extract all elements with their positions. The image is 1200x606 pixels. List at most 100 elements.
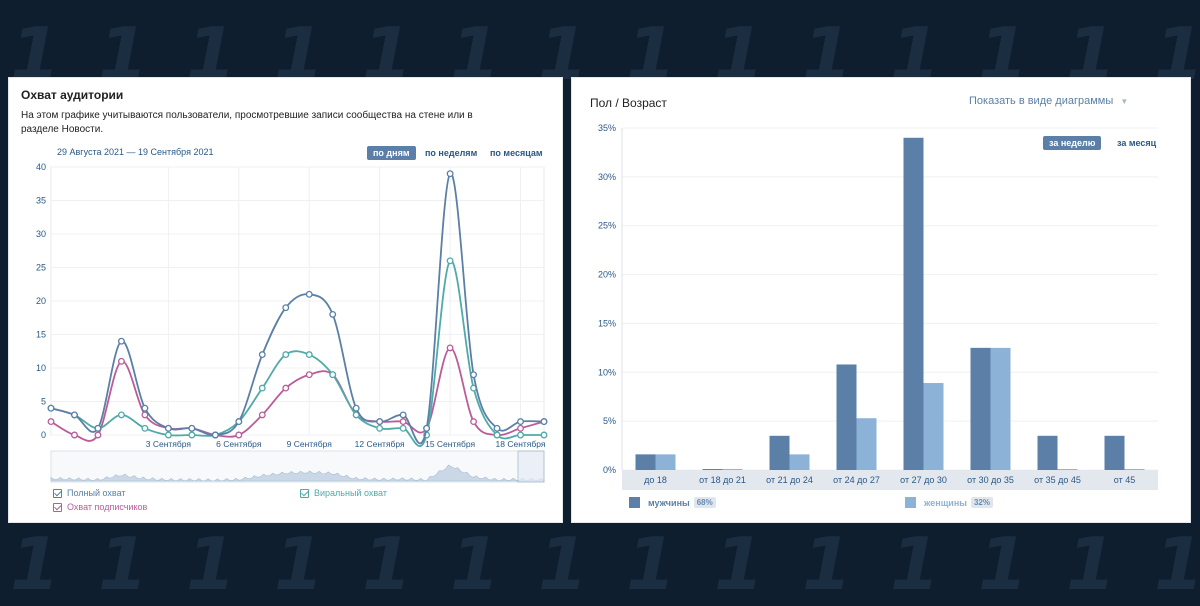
data-point: [117, 357, 125, 365]
bar: [635, 454, 656, 470]
data-point: [117, 337, 125, 345]
data-point: [517, 418, 524, 426]
x-tick-label: от 45: [1114, 475, 1135, 485]
background-mark: 1: [98, 522, 149, 606]
background-mark: 1: [978, 522, 1029, 606]
data-point: [117, 411, 125, 419]
data-point: [399, 424, 407, 432]
x-tick-label: от 18 до 21: [699, 475, 746, 485]
data-point: [258, 384, 266, 392]
gender-age-bar-chart: 0% 5% 10% 15% 20% 25% 30% 35% до 18 от 18 до 21 от…: [598, 123, 1158, 490]
data-point: [376, 424, 384, 432]
bar: [1057, 469, 1078, 470]
background-mark: 1: [714, 522, 765, 606]
data-point: [164, 431, 172, 439]
y-tick-label: 30%: [598, 172, 616, 182]
legend-full-reach[interactable]: Полный охват: [53, 488, 126, 498]
y-tick-label: 15%: [598, 318, 616, 328]
data-point: [305, 290, 313, 298]
data-point: [94, 431, 102, 439]
data-point: [188, 424, 196, 432]
tab-by-months[interactable]: по месяцам: [490, 148, 543, 158]
chevron-down-icon: ▼: [1120, 97, 1129, 106]
x-tick-label: 6 Сентября: [216, 439, 262, 449]
background-mark: 1: [186, 522, 237, 606]
x-tick-label: до 18: [644, 475, 667, 485]
legend-viral-reach[interactable]: Виральный охват: [300, 488, 387, 498]
navigator-area: [50, 464, 545, 482]
data-point: [470, 371, 478, 379]
background-mark: 1: [362, 522, 413, 606]
legend-label: женщины: [924, 497, 967, 508]
background-mark: 1: [626, 522, 677, 606]
legend-pct: 68%: [693, 497, 716, 508]
x-tick-label: 18 Сентября: [496, 439, 546, 449]
data-point: [329, 310, 337, 318]
y-tick-label: 25%: [598, 221, 616, 231]
data-point: [399, 411, 407, 419]
data-point: [493, 431, 501, 439]
data-point: [164, 424, 172, 432]
background-mark: 1: [890, 522, 941, 606]
legend-pct: 32%: [970, 497, 993, 508]
tab-month[interactable]: за месяц: [1117, 138, 1157, 148]
data-point: [305, 371, 313, 379]
bar: [903, 137, 924, 470]
y-tick-label: 0%: [603, 465, 616, 475]
bar: [856, 418, 877, 470]
bar: [702, 469, 723, 470]
data-point: [446, 170, 454, 178]
y-tick-label: 35: [36, 196, 46, 206]
tab-by-weeks[interactable]: по неделям: [425, 148, 478, 158]
view-toggle-dropdown[interactable]: Показать в виде диаграммы ▼: [969, 95, 1128, 107]
legend-women[interactable]: женщины 32%: [905, 497, 993, 508]
x-tick-label: от 35 до 45: [1034, 475, 1081, 485]
demographics-title: Пол / Возраст: [590, 96, 667, 110]
y-tick-label: 15: [36, 330, 46, 340]
data-point: [399, 418, 407, 426]
bar: [789, 454, 810, 470]
data-point: [305, 351, 313, 359]
checkbox-icon[interactable]: [53, 502, 62, 512]
legend-label: Охват подписчиков: [67, 502, 148, 512]
bar: [836, 364, 857, 470]
y-tick-label: 35%: [598, 123, 616, 133]
data-point: [235, 418, 243, 426]
checkbox-icon[interactable]: [300, 488, 309, 498]
y-tick-label: 10: [36, 363, 46, 373]
y-tick-label: 10%: [598, 367, 616, 377]
demographics-panel: Пол / Возраст Показать в виде диаграммы …: [572, 78, 1190, 522]
y-tick-label: 40: [36, 162, 46, 172]
x-tick-label: 12 Сентября: [355, 439, 405, 449]
legend-label: мужчины: [648, 497, 690, 508]
x-tick-label: от 21 до 24: [766, 475, 813, 485]
tab-by-days[interactable]: по дням: [367, 146, 416, 160]
background-mark: 1: [1154, 522, 1200, 606]
bar: [990, 347, 1011, 470]
plot-area: [622, 128, 1158, 470]
data-point: [258, 351, 266, 359]
data-point: [470, 418, 478, 426]
data-point: [329, 371, 337, 379]
legend-label: Полный охват: [67, 488, 126, 498]
background-mark: 1: [274, 522, 325, 606]
data-point: [141, 411, 149, 419]
legend-subscriber-reach[interactable]: Охват подписчиков: [53, 502, 147, 512]
background-mark: 1: [10, 522, 61, 606]
data-point: [211, 431, 219, 439]
y-tick-label: 5%: [603, 416, 616, 426]
tab-week[interactable]: за неделю: [1043, 136, 1102, 150]
bar: [769, 435, 790, 470]
background-mark: 1: [1066, 522, 1117, 606]
data-point: [47, 404, 55, 412]
data-point: [47, 418, 55, 426]
x-tick-label: от 27 до 30: [900, 475, 947, 485]
y-tick-label: 20: [36, 296, 46, 306]
bar: [1124, 469, 1145, 470]
y-tick-label: 5: [41, 397, 46, 407]
checkbox-icon[interactable]: [53, 488, 62, 498]
x-axis-band: [622, 470, 1158, 490]
legend-men[interactable]: мужчины 68%: [629, 497, 716, 508]
swatch-icon: [905, 497, 916, 508]
data-point: [71, 411, 78, 419]
